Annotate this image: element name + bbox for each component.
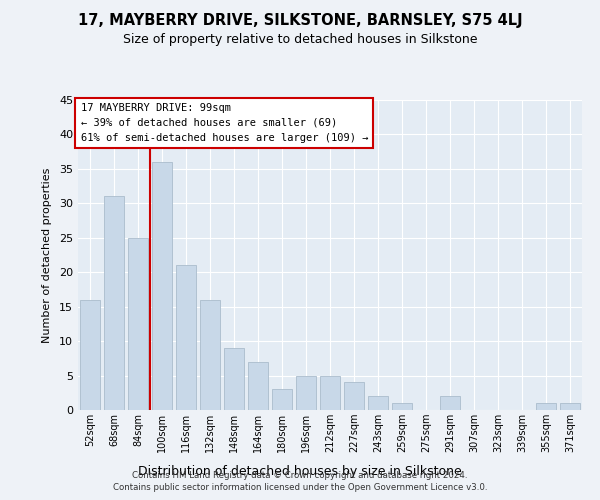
Bar — [248, 362, 268, 410]
Bar — [320, 376, 340, 410]
Bar — [392, 403, 412, 410]
Bar — [80, 300, 100, 410]
Text: 17, MAYBERRY DRIVE, SILKSTONE, BARNSLEY, S75 4LJ: 17, MAYBERRY DRIVE, SILKSTONE, BARNSLEY,… — [77, 12, 523, 28]
Bar — [104, 196, 124, 410]
Bar — [224, 348, 244, 410]
Bar — [296, 376, 316, 410]
Text: 17 MAYBERRY DRIVE: 99sqm
← 39% of detached houses are smaller (69)
61% of semi-d: 17 MAYBERRY DRIVE: 99sqm ← 39% of detach… — [80, 103, 368, 142]
Y-axis label: Number of detached properties: Number of detached properties — [42, 168, 52, 342]
Bar — [176, 266, 196, 410]
Text: Distribution of detached houses by size in Silkstone: Distribution of detached houses by size … — [138, 464, 462, 477]
Text: Size of property relative to detached houses in Silkstone: Size of property relative to detached ho… — [123, 32, 477, 46]
Bar — [272, 390, 292, 410]
Bar — [560, 403, 580, 410]
Bar — [440, 396, 460, 410]
Bar — [344, 382, 364, 410]
Bar — [128, 238, 148, 410]
Bar — [368, 396, 388, 410]
Bar — [152, 162, 172, 410]
Bar — [536, 403, 556, 410]
Bar — [200, 300, 220, 410]
Text: Contains HM Land Registry data © Crown copyright and database right 2024.
Contai: Contains HM Land Registry data © Crown c… — [113, 471, 487, 492]
